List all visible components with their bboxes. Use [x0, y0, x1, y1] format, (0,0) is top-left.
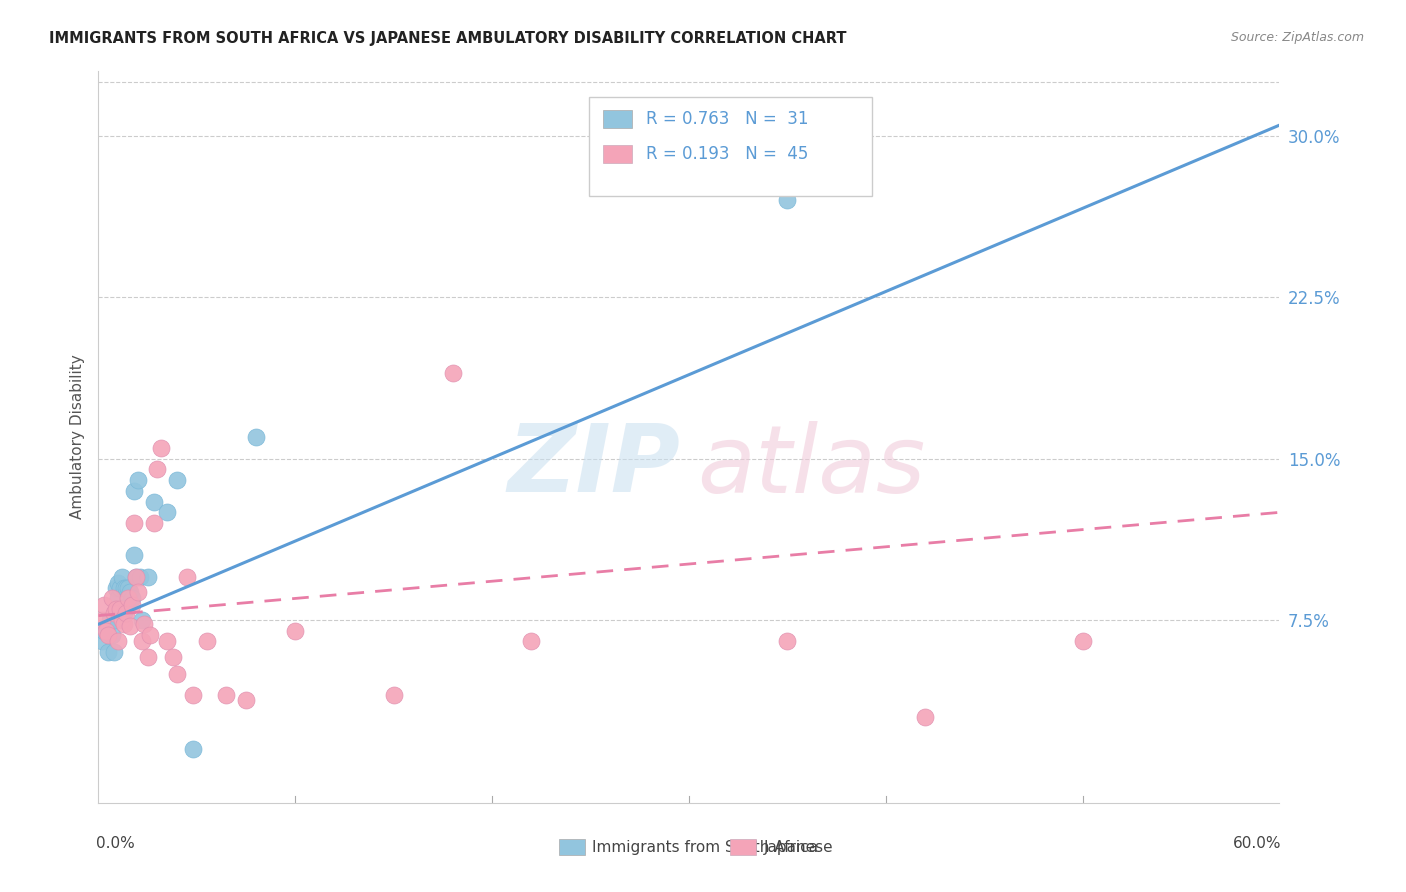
- Point: [131, 634, 153, 648]
- Point: [98, 613, 121, 627]
- Text: 0.0%: 0.0%: [96, 836, 135, 851]
- Point: [914, 710, 936, 724]
- Point: [162, 649, 184, 664]
- Point: [107, 591, 129, 606]
- Point: [105, 581, 128, 595]
- Point: [142, 516, 165, 530]
- Point: [156, 634, 179, 648]
- Point: [136, 649, 159, 664]
- Text: Immigrants from South Africa: Immigrants from South Africa: [592, 840, 818, 855]
- Text: ZIP: ZIP: [508, 420, 681, 512]
- Point: [101, 628, 124, 642]
- Point: [108, 602, 131, 616]
- Point: [132, 617, 155, 632]
- Point: [150, 441, 173, 455]
- Point: [128, 570, 150, 584]
- Point: [111, 613, 134, 627]
- Point: [156, 505, 179, 519]
- Point: [284, 624, 307, 638]
- Point: [382, 688, 405, 702]
- Text: Source: ZipAtlas.com: Source: ZipAtlas.com: [1230, 31, 1364, 45]
- Point: [166, 473, 188, 487]
- Point: [520, 634, 543, 648]
- Point: [142, 494, 165, 508]
- Point: [107, 634, 129, 648]
- Point: [127, 585, 149, 599]
- Point: [117, 598, 139, 612]
- Point: [122, 516, 145, 530]
- Y-axis label: Ambulatory Disability: Ambulatory Disability: [69, 355, 84, 519]
- Point: [96, 624, 118, 638]
- Point: [101, 591, 124, 606]
- Point: [181, 688, 204, 702]
- Point: [105, 602, 128, 616]
- Point: [195, 634, 218, 648]
- Point: [112, 617, 135, 632]
- Point: [117, 591, 139, 606]
- Point: [122, 549, 145, 563]
- Point: [97, 645, 120, 659]
- Text: Japanese: Japanese: [763, 840, 832, 855]
- Text: IMMIGRANTS FROM SOUTH AFRICA VS JAPANESE AMBULATORY DISABILITY CORRELATION CHART: IMMIGRANTS FROM SOUTH AFRICA VS JAPANESE…: [49, 31, 846, 46]
- Point: [122, 483, 145, 498]
- Bar: [730, 839, 756, 855]
- Point: [107, 576, 129, 591]
- Point: [776, 634, 799, 648]
- Point: [125, 570, 148, 584]
- Point: [115, 581, 138, 595]
- Point: [91, 613, 114, 627]
- Point: [1071, 634, 1094, 648]
- Point: [103, 607, 125, 621]
- Text: R = 0.763   N =  31: R = 0.763 N = 31: [647, 110, 808, 128]
- Point: [131, 613, 153, 627]
- Point: [166, 666, 188, 681]
- Point: [136, 570, 159, 584]
- Point: [112, 581, 135, 595]
- Point: [125, 570, 148, 584]
- Point: [103, 645, 125, 659]
- Point: [215, 688, 238, 702]
- Point: [91, 634, 114, 648]
- Point: [111, 570, 134, 584]
- Point: [121, 591, 143, 606]
- Point: [118, 585, 141, 599]
- Bar: [589, 97, 872, 195]
- Text: R = 0.193   N =  45: R = 0.193 N = 45: [647, 145, 808, 163]
- Point: [776, 194, 799, 208]
- Text: 60.0%: 60.0%: [1233, 836, 1282, 851]
- Point: [146, 462, 169, 476]
- Point: [117, 581, 139, 595]
- Point: [97, 628, 120, 642]
- Text: atlas: atlas: [697, 421, 925, 512]
- Point: [108, 581, 131, 595]
- Point: [121, 598, 143, 612]
- Point: [93, 598, 115, 612]
- Point: [127, 473, 149, 487]
- Bar: [603, 145, 633, 163]
- Point: [235, 692, 257, 706]
- Point: [93, 624, 115, 638]
- Point: [138, 628, 160, 642]
- Point: [103, 613, 125, 627]
- Point: [245, 430, 267, 444]
- Point: [115, 607, 138, 621]
- Bar: [603, 110, 633, 128]
- Bar: [560, 839, 585, 855]
- Point: [441, 366, 464, 380]
- Point: [181, 742, 204, 756]
- Point: [112, 607, 135, 621]
- Point: [118, 619, 141, 633]
- Point: [176, 570, 198, 584]
